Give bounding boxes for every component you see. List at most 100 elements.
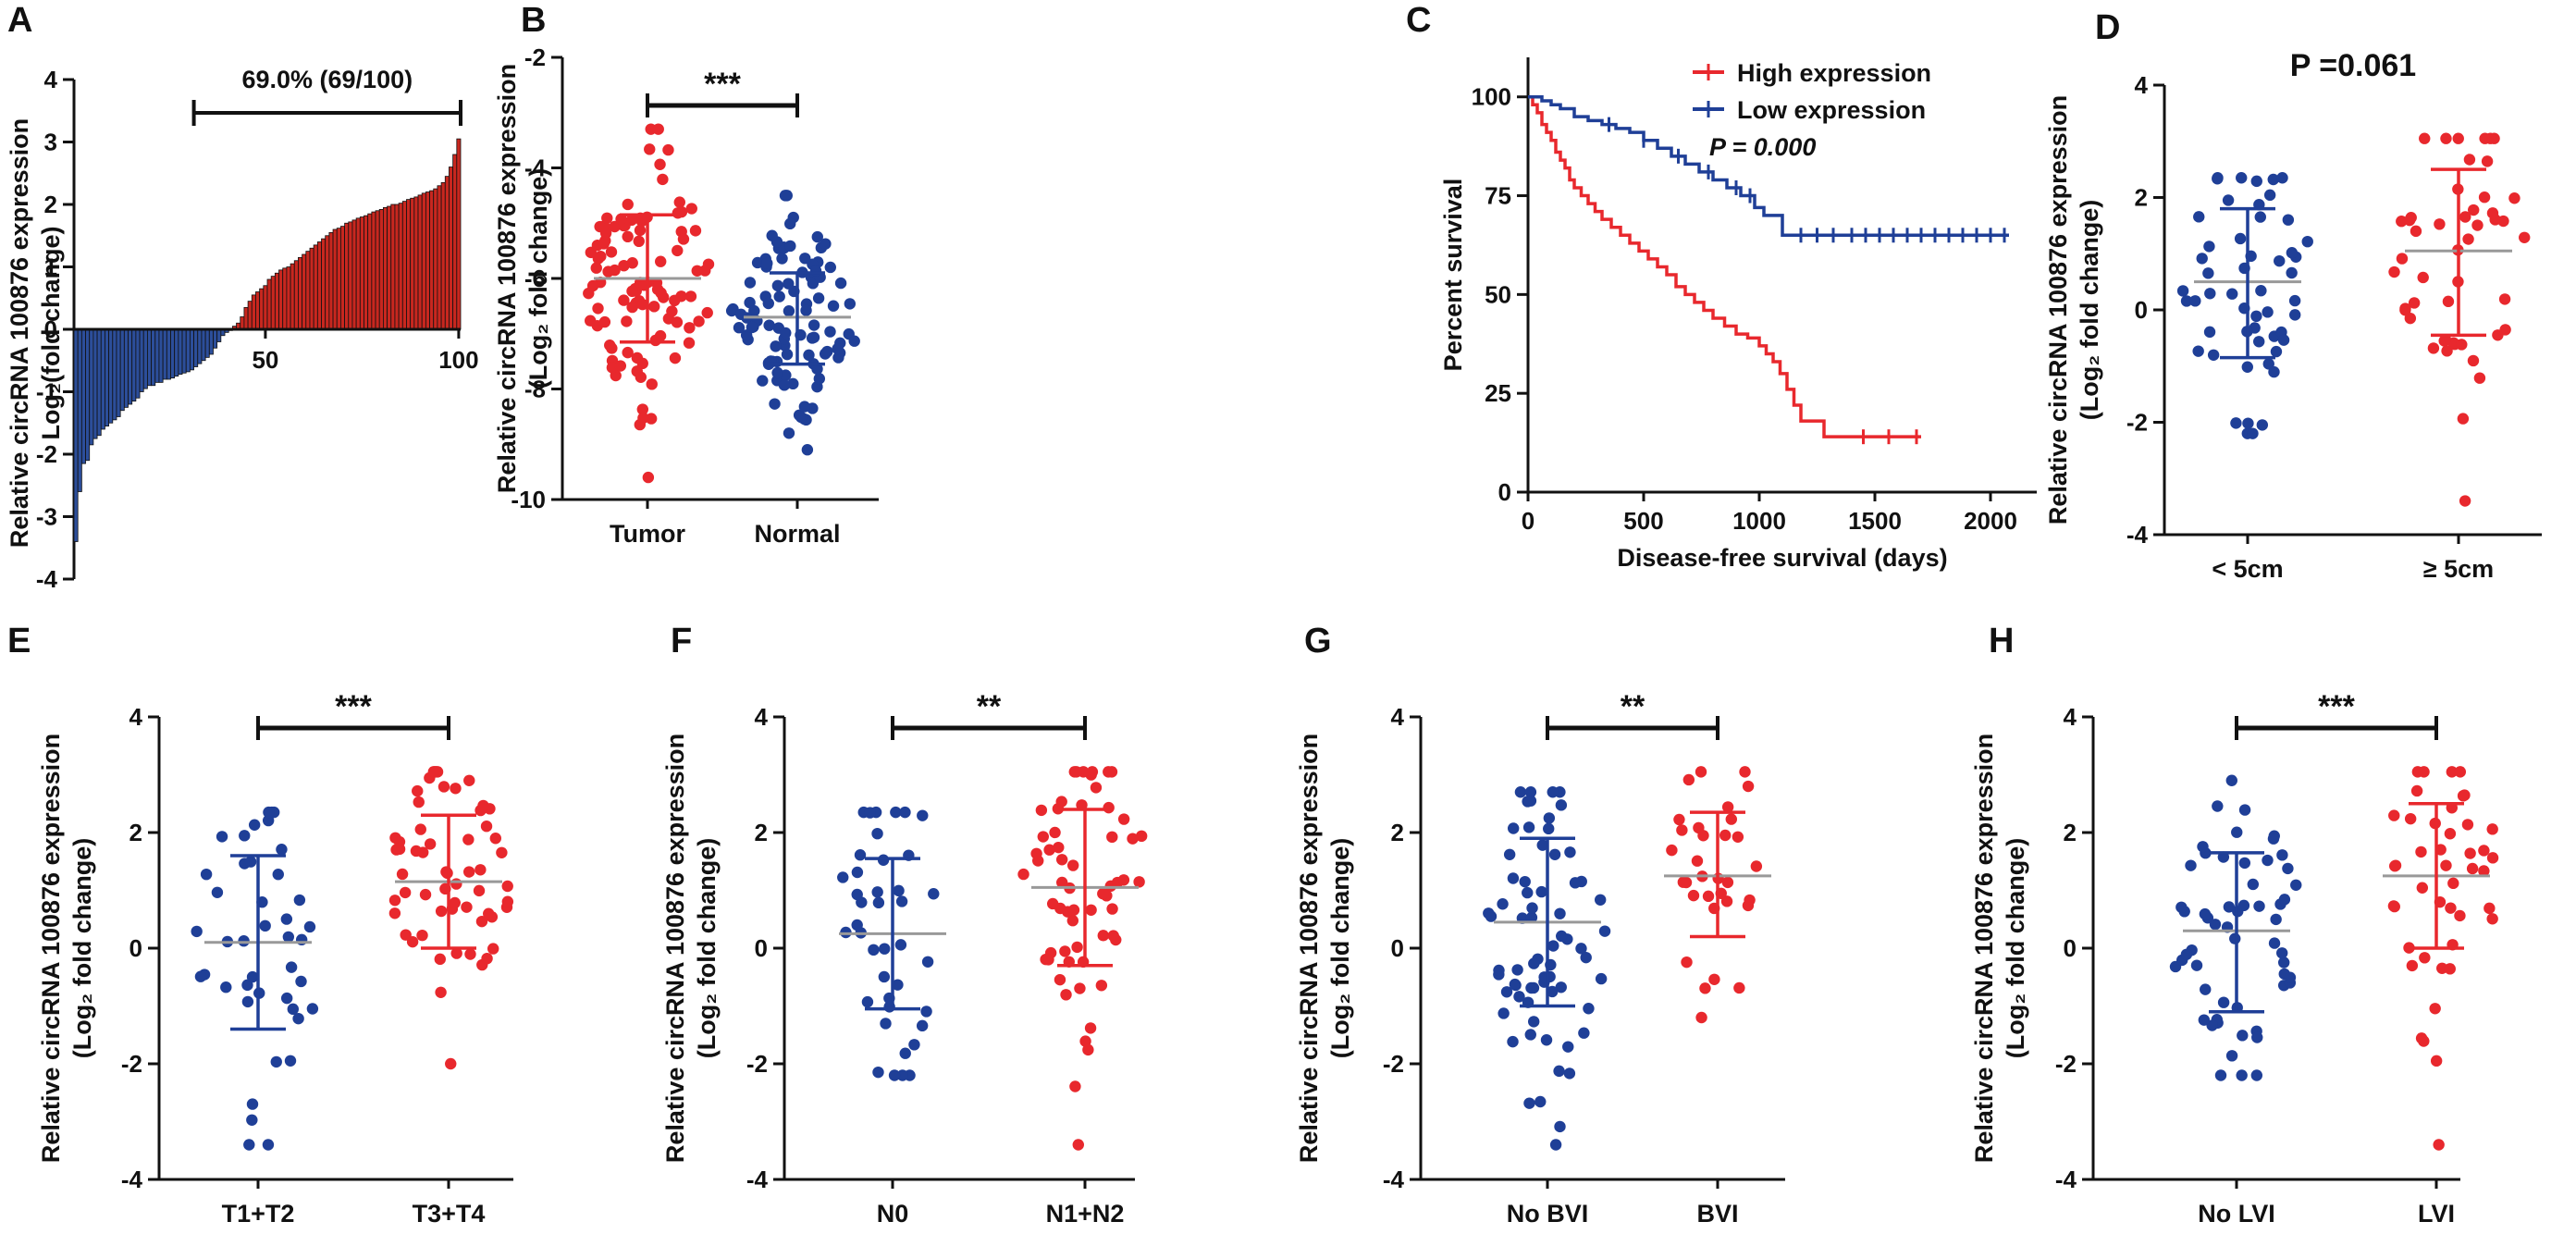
y-tick-label: 0 <box>44 315 57 343</box>
data-point <box>2442 295 2455 308</box>
bar <box>313 244 318 330</box>
data-point <box>2290 879 2302 891</box>
data-point <box>2404 312 2417 325</box>
data-point <box>2399 302 2411 315</box>
data-point <box>605 246 618 258</box>
y-tick-label: 4 <box>44 66 58 93</box>
y-tick-label: 75 <box>1485 182 1511 210</box>
data-point <box>2268 365 2280 378</box>
data-point <box>621 315 633 327</box>
data-point <box>1543 812 1556 824</box>
data-point <box>449 896 461 909</box>
y-axis-subtitle: Log₂(fold change) <box>37 227 65 440</box>
data-point <box>2242 417 2254 429</box>
data-point <box>2267 173 2279 186</box>
data-point <box>2262 854 2274 867</box>
data-point <box>434 953 446 966</box>
data-point <box>1107 930 1119 942</box>
data-point <box>246 970 259 983</box>
bar <box>293 260 299 330</box>
bar <box>336 228 341 330</box>
data-point <box>1697 830 1709 842</box>
data-point <box>2209 919 2222 931</box>
y-tick-label: 3 <box>44 129 57 156</box>
data-point <box>2410 784 2423 797</box>
data-point <box>1522 821 1535 833</box>
data-point <box>2226 288 2238 300</box>
y-tick-label: -4 <box>746 1166 769 1193</box>
data-point <box>609 264 621 277</box>
data-point <box>438 781 450 793</box>
data-point <box>1069 1080 1081 1092</box>
y-axis-title: Relative circRNA 100876 expression <box>1295 734 1323 1163</box>
data-point <box>238 935 250 947</box>
data-point <box>2236 1069 2248 1081</box>
x-category-label: ≥ 5cm <box>2423 555 2494 583</box>
y-tick-label: 1 <box>44 253 57 281</box>
data-point <box>473 884 486 897</box>
data-point <box>2456 339 2468 351</box>
data-point <box>287 1003 300 1016</box>
bar <box>440 181 446 330</box>
data-point <box>2207 349 2220 361</box>
data-point <box>2270 345 2283 358</box>
bar <box>410 197 415 330</box>
data-point <box>2464 847 2476 859</box>
data-point <box>2445 902 2457 914</box>
bar <box>332 228 338 330</box>
bar <box>444 176 450 330</box>
data-point <box>1500 986 1513 998</box>
data-point <box>1564 846 1576 858</box>
data-point <box>2212 800 2224 812</box>
data-point <box>591 239 604 252</box>
data-point <box>241 995 254 1008</box>
data-point <box>1594 894 1607 906</box>
data-point <box>781 348 794 361</box>
data-point <box>2175 901 2188 913</box>
data-point <box>908 1039 920 1051</box>
data-point <box>824 261 836 274</box>
data-point <box>1555 981 1567 993</box>
data-point <box>2499 324 2511 336</box>
data-point <box>2206 1019 2218 1031</box>
data-point <box>424 838 437 850</box>
data-point <box>200 868 213 881</box>
data-point <box>2486 823 2498 835</box>
data-point <box>2276 947 2288 959</box>
bar <box>305 251 311 330</box>
data-point <box>1106 903 1118 915</box>
bar <box>158 328 164 383</box>
x-category-label: LVI <box>2418 1200 2455 1228</box>
data-point <box>1563 1067 1576 1080</box>
data-point <box>1046 897 1059 910</box>
data-point <box>1595 972 1608 985</box>
y-axis-title: Relative circRNA 100876 expression <box>493 64 521 493</box>
data-point <box>2203 241 2215 253</box>
data-point <box>800 304 812 316</box>
data-point <box>463 774 475 786</box>
data-point <box>462 833 475 845</box>
y-tick-label: 50 <box>1485 280 1511 308</box>
data-point <box>1485 910 1498 922</box>
data-point <box>2200 983 2212 995</box>
data-point <box>1105 766 1118 778</box>
data-point <box>1680 876 1693 889</box>
y-axis-title: Relative circRNA 100876 expression <box>661 734 689 1163</box>
percent-annotation: 69.0% (69/100) <box>241 66 413 93</box>
bar <box>429 190 435 330</box>
data-point <box>2282 214 2295 226</box>
data-point <box>489 833 502 845</box>
bar <box>290 263 295 330</box>
bar <box>286 266 291 330</box>
data-point <box>1135 830 1148 843</box>
data-point <box>284 1055 297 1067</box>
data-point <box>744 277 757 289</box>
data-point <box>416 929 428 942</box>
data-point <box>1066 915 1079 927</box>
data-point <box>2229 932 2241 944</box>
data-point <box>655 255 667 267</box>
data-point <box>2203 326 2216 339</box>
panel-label-f: F <box>671 622 692 660</box>
data-point <box>1535 885 1547 898</box>
data-point <box>2429 1003 2441 1015</box>
